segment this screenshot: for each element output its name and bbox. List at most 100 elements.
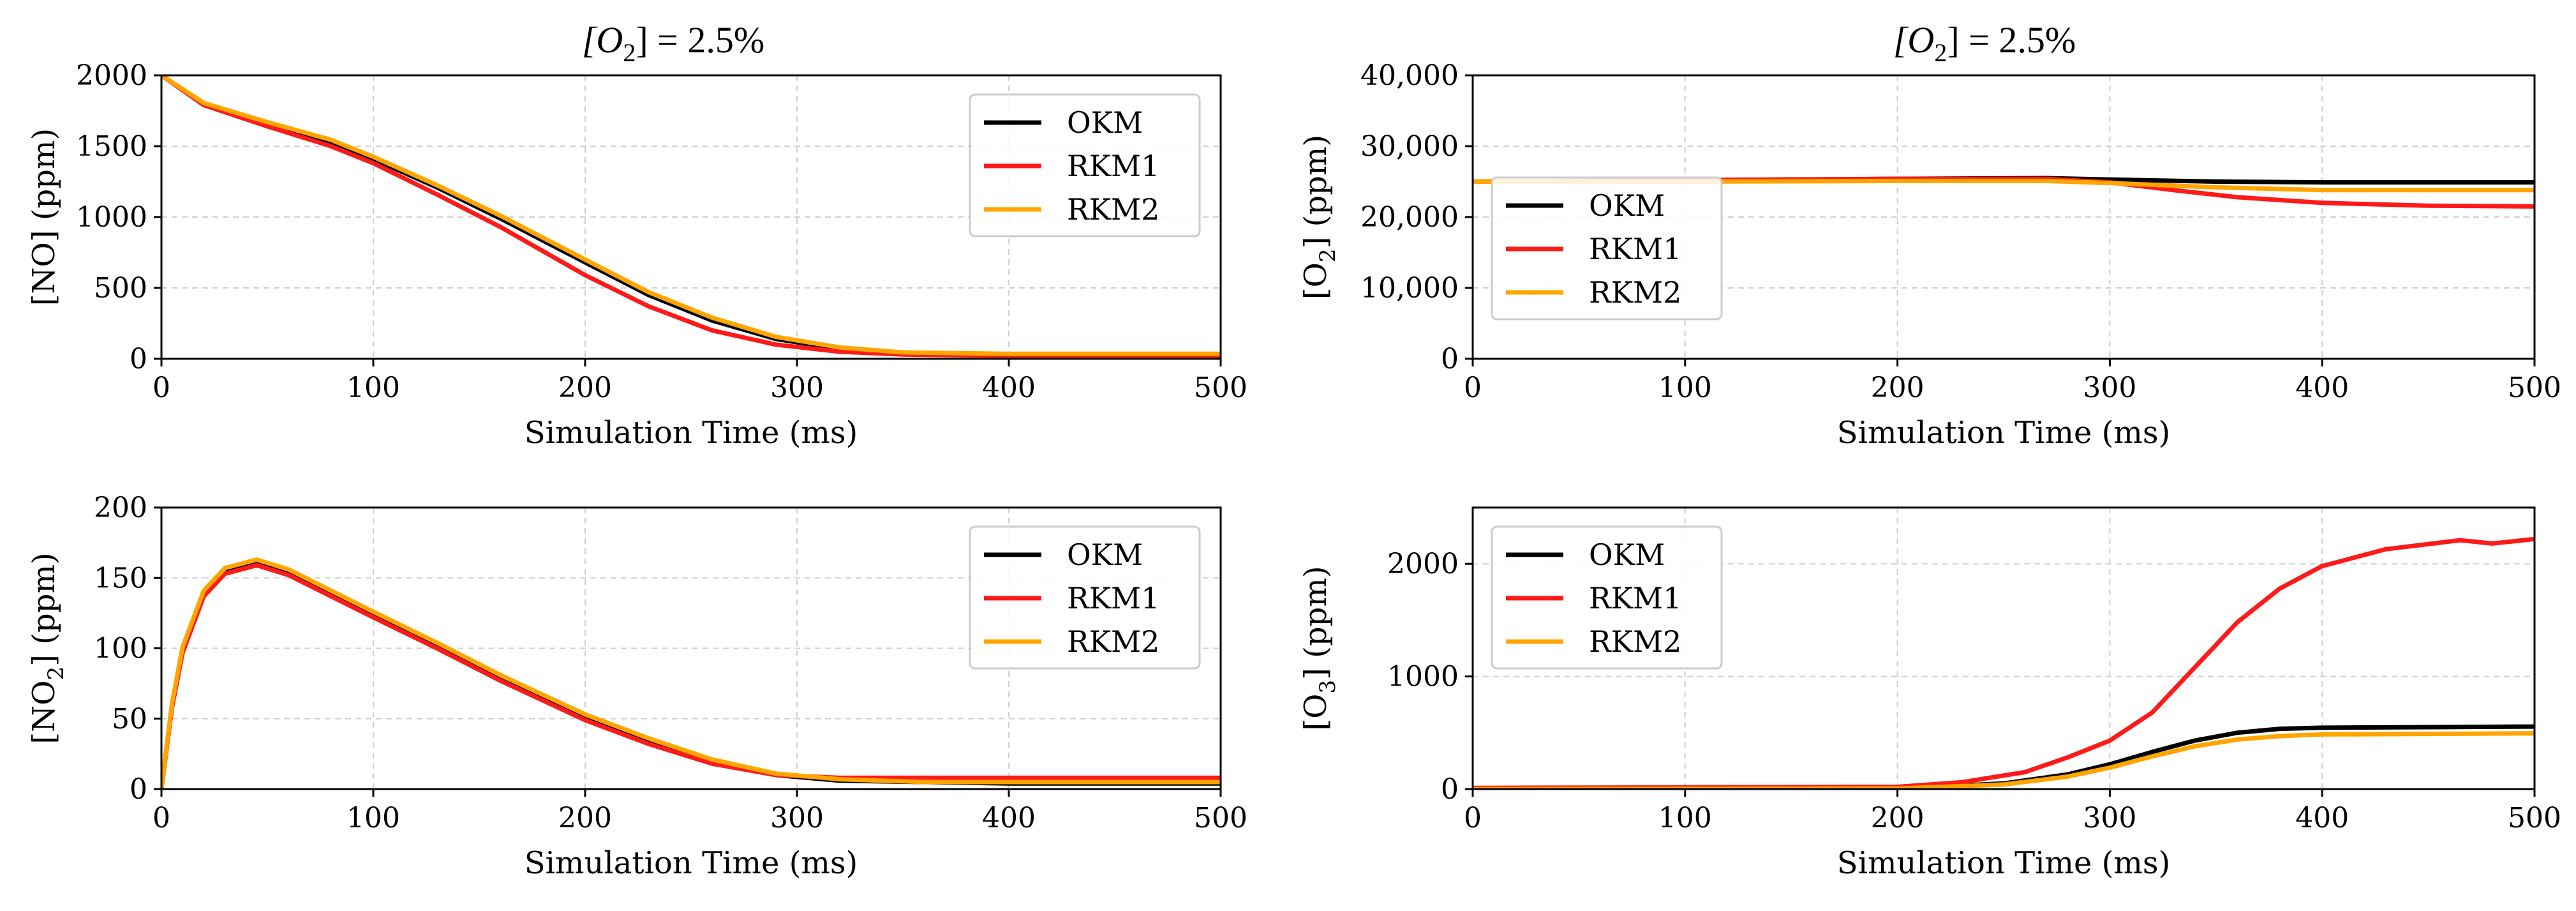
legend-label-rkm1: RKM1	[1589, 581, 1681, 615]
x-axis-label: Simulation Time (ms)	[525, 415, 858, 451]
y-axis-label: [NO2] (ppm)	[26, 552, 69, 744]
x-tick-label: 400	[982, 802, 1036, 834]
x-tick-label: 500	[2508, 372, 2561, 404]
y-axis-label-rest: ] (ppm)	[1298, 135, 1334, 248]
x-tick-label: 300	[2083, 802, 2136, 834]
x-tick-label: 100	[346, 802, 400, 834]
y-tick-label: 100	[94, 633, 147, 665]
x-tick-label: 100	[1658, 802, 1712, 834]
legend: OKM RKM1 RKM2	[969, 525, 1201, 670]
series-line-rkm2	[161, 557, 1221, 789]
x-tick-label: 0	[1464, 372, 1482, 404]
x-tick-label: 100	[1658, 372, 1712, 404]
chart-panel-1: 0 100 200 300 400 500 0 500 1000 1500 2000 Simulati…	[26, 19, 1247, 451]
legend: OKM RKM1 RKM2	[1491, 525, 1723, 670]
x-tick-label: 0	[153, 372, 170, 404]
legend-box	[1491, 525, 1723, 670]
y-tick-label: 0	[1441, 773, 1459, 806]
x-tick-label: 400	[982, 372, 1036, 404]
legend-label-rkm2: RKM2	[1067, 192, 1159, 227]
y-axis-label-main: [O	[1298, 262, 1334, 299]
x-tick-label: 300	[770, 372, 824, 404]
x-axis-label: Simulation Time (ms)	[1837, 845, 2171, 881]
y-tick-label: 2000	[76, 59, 147, 92]
y-tick-label: 30,000	[1360, 130, 1459, 163]
y-tick-label: 40,000	[1360, 59, 1459, 92]
y-axis-label-main: [NO	[26, 680, 62, 744]
chart-title-main: [O	[582, 19, 623, 61]
y-tick-label: 500	[94, 272, 147, 305]
chart-title-rest: ] = 2.5%	[636, 19, 764, 61]
y-axis-label-subscript: 2	[43, 666, 69, 681]
series-line-rkm2	[1473, 178, 2535, 193]
x-tick-label: 400	[2295, 372, 2349, 404]
legend-label-rkm2: RKM2	[1589, 624, 1681, 659]
x-tick-label: 200	[1871, 372, 1925, 404]
x-tick-label: 0	[153, 802, 170, 834]
chart-title-subscript: 2	[623, 38, 636, 67]
chart-title-rest: ] = 2.5%	[1947, 19, 2076, 61]
y-tick-label: 10,000	[1360, 272, 1459, 305]
y-axis-label: [O3] (ppm)	[1298, 566, 1341, 730]
x-tick-label: 500	[1194, 802, 1247, 834]
legend-box	[969, 525, 1201, 670]
y-axis-label: [NO] (ppm)	[26, 128, 62, 306]
x-tick-label: 200	[1871, 802, 1925, 834]
y-axis-label: [O2] (ppm)	[1298, 135, 1341, 299]
x-tick-label: 200	[558, 802, 612, 834]
plot-frame	[160, 506, 1222, 790]
legend-label-rkm2: RKM2	[1589, 275, 1681, 310]
chart-title-main: [O	[1893, 19, 1934, 61]
y-tick-label: 2000	[1387, 548, 1459, 580]
x-tick-label: 0	[1464, 802, 1482, 834]
x-tick-label: 200	[558, 372, 612, 404]
plot-frame	[1471, 74, 2536, 360]
y-tick-label: 1000	[76, 201, 147, 234]
y-tick-label: 50	[112, 703, 147, 735]
x-tick-label: 500	[1194, 372, 1247, 404]
legend: OKM RKM1 RKM2	[1491, 176, 1723, 320]
y-tick-label: 0	[1441, 343, 1459, 375]
x-tick-label: 500	[2508, 802, 2561, 834]
legend-box	[969, 93, 1201, 237]
y-tick-label: 1500	[76, 130, 147, 163]
legend-box	[1491, 176, 1723, 320]
series-line-rkm1	[161, 562, 1221, 789]
y-axis-label-subscript: 2	[1315, 248, 1341, 262]
y-tick-label: 20,000	[1360, 201, 1459, 234]
legend-label-okm: OKM	[1589, 188, 1665, 223]
x-tick-label: 100	[346, 372, 400, 404]
y-tick-label: 150	[94, 562, 147, 594]
y-tick-label: 200	[94, 492, 147, 524]
y-tick-label: 0	[130, 773, 147, 806]
plot-frame	[160, 74, 1222, 360]
legend-label-okm: OKM	[1067, 105, 1143, 140]
series-line-rkm2	[1473, 731, 2535, 789]
x-tick-label: 300	[770, 802, 824, 834]
y-axis-label-subscript: 3	[1315, 680, 1341, 694]
y-tick-label: 1000	[1387, 661, 1459, 693]
chart-title: [O2] = 2.5%	[582, 19, 764, 67]
legend-label-rkm1: RKM1	[1067, 581, 1159, 615]
series-line-rkm1	[1473, 536, 2535, 789]
y-tick-label: 0	[130, 343, 147, 375]
chart-panel-4: 0 100 200 300 400 500 0 1000 2000 Simulation Time…	[1298, 506, 2561, 881]
legend: OKM RKM1 RKM2	[969, 93, 1201, 237]
chart-panel-3: 0 100 200 300 400 500 0 50 100 150 200 Simulation T…	[26, 492, 1247, 881]
legend-label-rkm1: RKM1	[1067, 149, 1159, 183]
chart-title: [O2] = 2.5%	[1893, 19, 2076, 67]
legend-label-rkm1: RKM1	[1589, 232, 1681, 266]
y-axis-label-rest: ] (ppm)	[1298, 566, 1334, 679]
legend-label-okm: OKM	[1589, 538, 1665, 572]
legend-label-okm: OKM	[1067, 538, 1143, 572]
plot-frame	[1471, 506, 2536, 790]
legend-label-rkm2: RKM2	[1067, 624, 1159, 659]
x-tick-label: 400	[2295, 802, 2349, 834]
x-axis-label: Simulation Time (ms)	[1837, 415, 2171, 451]
chart-title-subscript: 2	[1934, 38, 1947, 67]
y-axis-label-main: [O	[1298, 693, 1334, 730]
x-axis-label: Simulation Time (ms)	[525, 845, 858, 881]
series-line-rkm2	[161, 75, 1221, 356]
chart-panel-2: 0 100 200 300 400 500 0 10,000 20,000 30,000 40,00…	[1298, 19, 2561, 451]
